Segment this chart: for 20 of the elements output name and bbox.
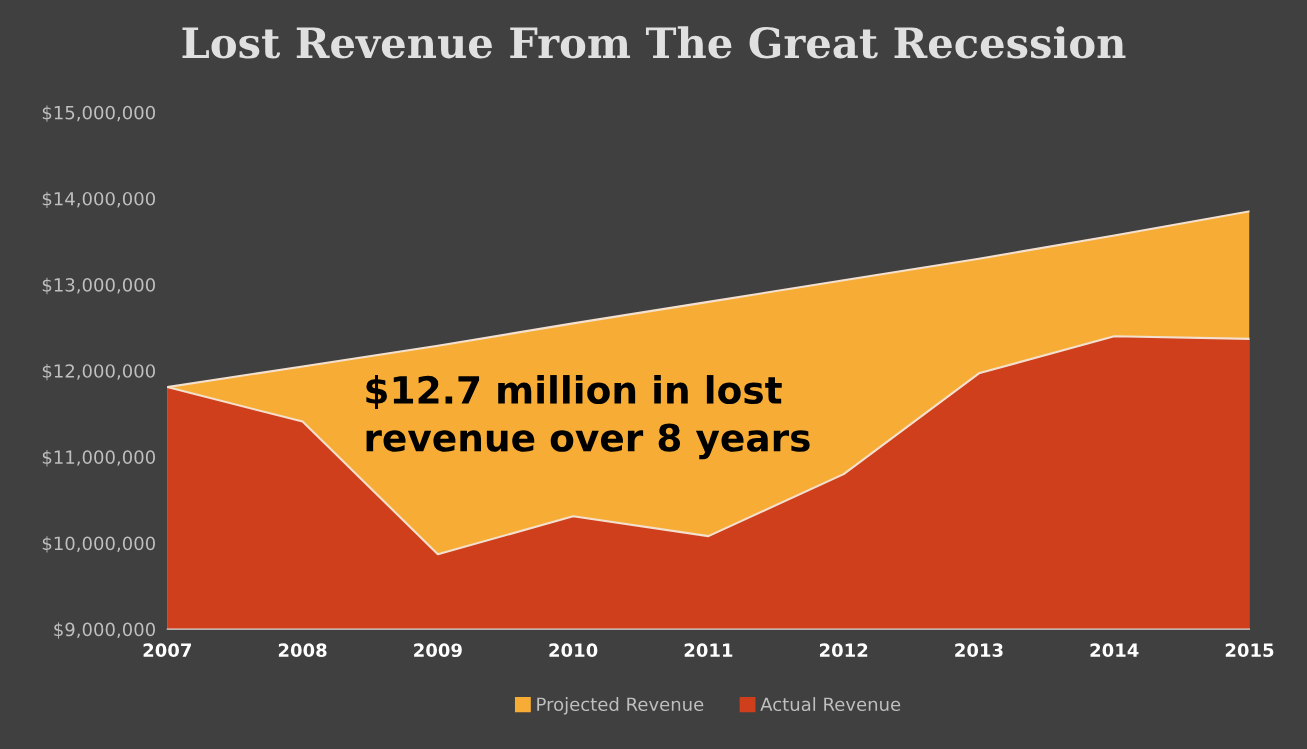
x-tick-label: 2010 xyxy=(549,643,598,658)
x-tick-label: 2014 xyxy=(1090,643,1139,658)
y-tick-label: $13,000,000 xyxy=(42,277,155,295)
x-tick-label: 2012 xyxy=(819,643,868,658)
x-tick-label: 2011 xyxy=(684,643,733,658)
x-tick-label: 2008 xyxy=(278,643,327,658)
chart-title: Lost Revenue From The Great Recession xyxy=(182,26,1126,59)
x-tick-label: 2013 xyxy=(955,643,1003,658)
y-tick-label: $12,000,000 xyxy=(42,363,155,381)
y-tick-label: $15,000,000 xyxy=(42,105,155,122)
y-tick-label: $10,000,000 xyxy=(42,536,155,553)
y-tick-label: $9,000,000 xyxy=(54,622,155,639)
legend-label: Actual Revenue xyxy=(760,697,901,712)
y-tick-label: $14,000,000 xyxy=(42,191,155,208)
x-tick-label: 2009 xyxy=(414,643,462,658)
legend-label: Projected Revenue xyxy=(537,697,704,715)
annotation: $12.7 million in lost revenue over 8 years xyxy=(366,375,810,460)
x-tick-label: 2015 xyxy=(1225,643,1274,658)
x-tick-label: 2007 xyxy=(143,643,191,658)
y-tick-label: $11,000,000 xyxy=(42,450,155,467)
